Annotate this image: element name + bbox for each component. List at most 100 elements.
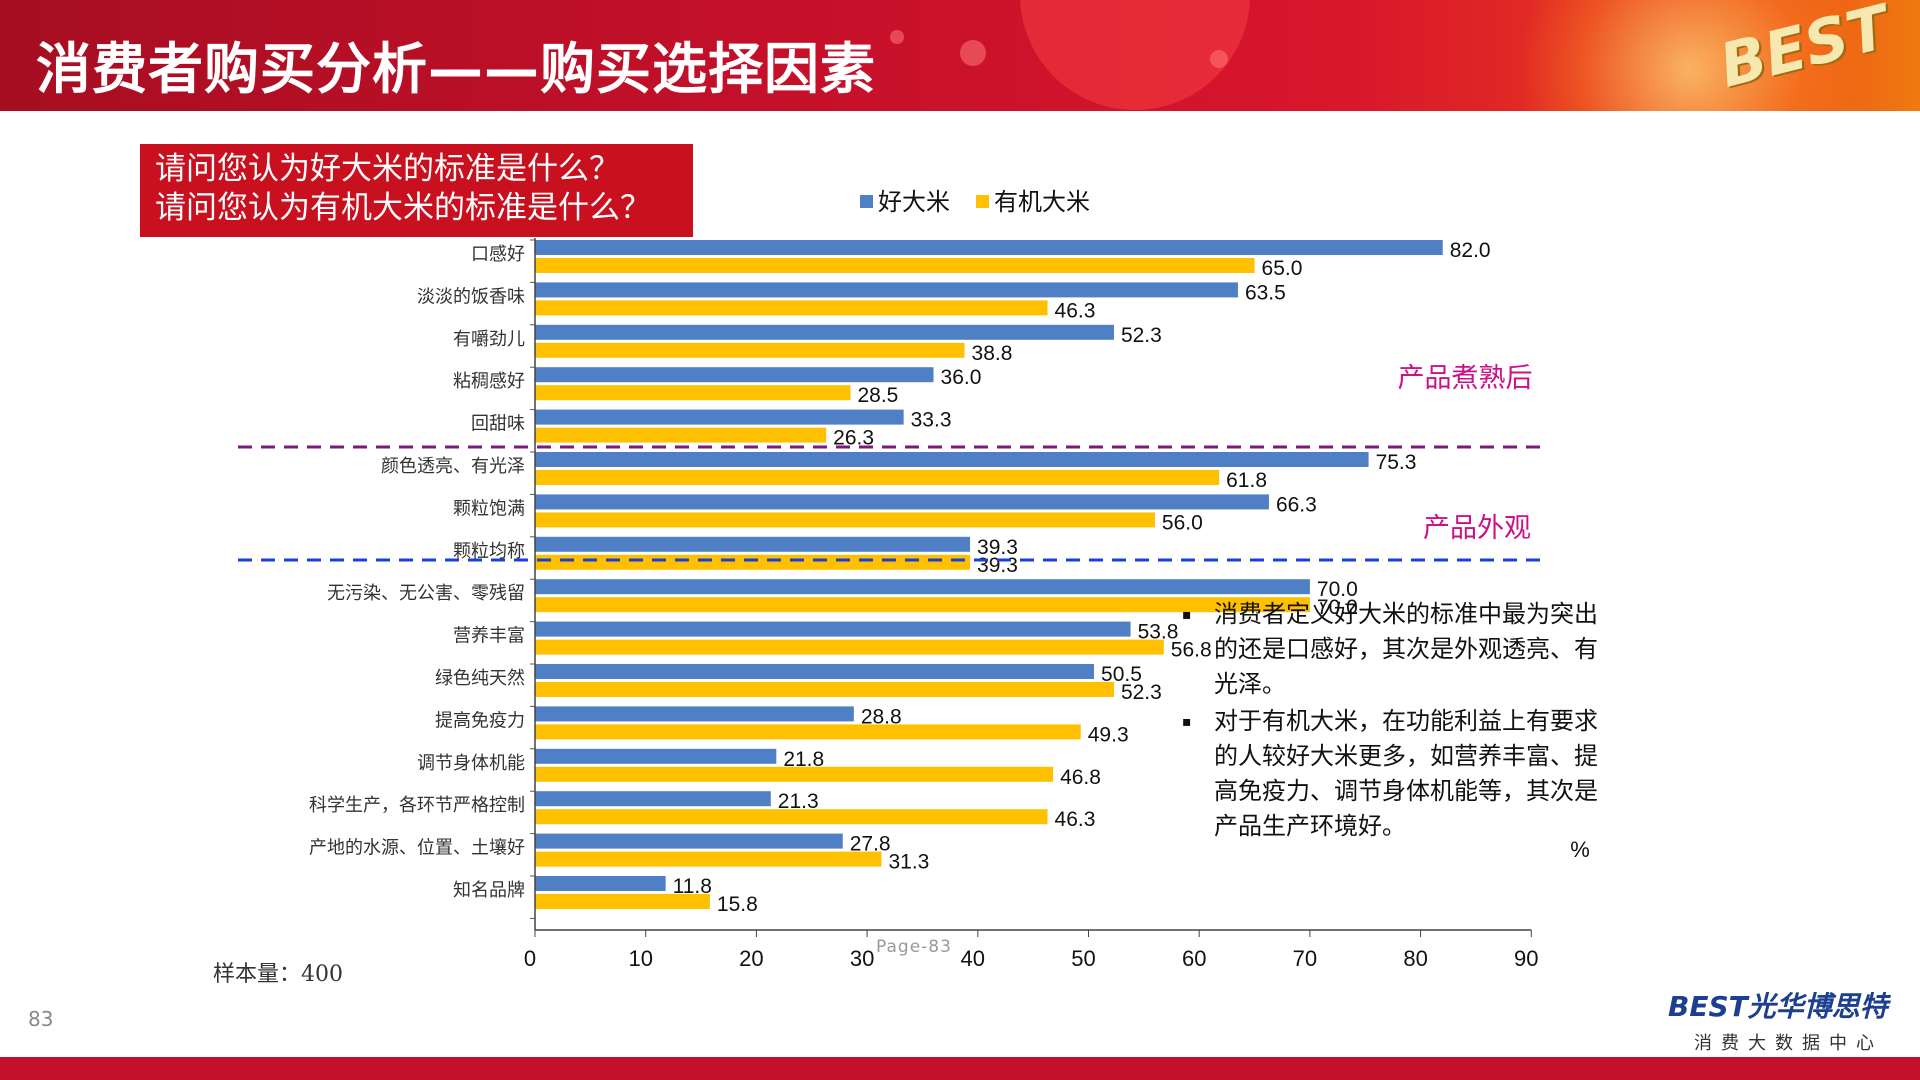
data-label: 36.0 <box>941 366 982 389</box>
data-label: 66.3 <box>1276 493 1317 516</box>
category-label: 淡淡的饭香味 <box>417 286 525 307</box>
data-label: 21.3 <box>778 790 819 813</box>
data-label: 27.8 <box>850 833 891 856</box>
bar-good-rice <box>535 791 771 807</box>
category-label: 口感好 <box>471 244 525 265</box>
x-tick-label: 40 <box>961 946 985 971</box>
data-label: 28.8 <box>861 705 902 728</box>
x-tick-label: 80 <box>1403 946 1427 971</box>
bar-organic-rice <box>535 258 1255 273</box>
bar-organic-rice <box>535 809 1048 825</box>
data-label: 63.5 <box>1245 281 1286 304</box>
category-label: 营养丰富 <box>453 626 525 647</box>
data-label: 28.5 <box>857 384 898 407</box>
question-line-2: 请问您认为有机大米的标准是什么？ <box>155 190 651 226</box>
bar-good-rice <box>535 240 1443 255</box>
data-label: 26.3 <box>833 427 874 450</box>
category-label: 提高免疫力 <box>435 710 525 731</box>
data-label: 50.5 <box>1101 663 1142 686</box>
data-label: 52.3 <box>1121 324 1162 347</box>
bullet-item: ▪ 对于有机大米，在功能利益上有要求的人较好大米更多，如营养丰富、提高免疫力、调… <box>1182 704 1602 844</box>
x-tick-label: 70 <box>1293 946 1317 971</box>
data-label: 82.0 <box>1450 239 1491 262</box>
bar-good-rice <box>535 494 1269 510</box>
data-label: 33.3 <box>911 409 952 432</box>
legend-label: 有机大米 <box>994 188 1090 216</box>
bar-good-rice <box>535 833 843 849</box>
page-title: 消费者购买分析——购买选择因素 <box>36 37 877 101</box>
data-label: 31.3 <box>888 851 929 874</box>
bullet-text: 对于有机大米，在功能利益上有要求的人较好大米更多，如营养丰富、提高免疫力、调节身… <box>1214 707 1598 840</box>
data-label: 21.8 <box>783 748 824 771</box>
data-label: 70.0 <box>1317 578 1358 601</box>
data-label: 15.8 <box>717 893 758 916</box>
x-tick-label: 90 <box>1514 946 1538 971</box>
data-label: 38.8 <box>972 342 1013 365</box>
x-tick-label: 50 <box>1071 946 1095 971</box>
x-tick-label: 60 <box>1182 946 1206 971</box>
category-label: 颜色透亮、有光泽 <box>381 456 525 477</box>
bar-good-rice <box>535 579 1310 595</box>
bar-organic-rice <box>535 470 1220 485</box>
sample-size: 样本量：400 <box>213 962 343 987</box>
bar-good-rice <box>535 664 1095 679</box>
data-label: 56.0 <box>1162 511 1203 534</box>
bullet-text: 消费者定义好大米的标准中最为突出的还是口感好，其次是外观透亮、有光泽。 <box>1214 600 1598 698</box>
bullet-item: ▪ 消费者定义好大米的标准中最为突出的还是口感好，其次是外观透亮、有光泽。 <box>1182 597 1602 702</box>
x-tick-label: 0 <box>524 946 536 971</box>
category-label: 无污染、无公害、零残留 <box>327 583 525 604</box>
bar-good-rice <box>535 282 1238 298</box>
header-glow-right <box>1480 0 1900 111</box>
brand-name: BEST光华博思特 <box>1668 990 1888 1023</box>
header-banner: 消费者购买分析——购买选择因素 BEST <box>0 0 1920 111</box>
bar-organic-rice <box>535 851 882 867</box>
legend-swatch <box>976 195 989 208</box>
data-label: 53.8 <box>1138 621 1179 644</box>
bar-good-rice <box>535 409 904 425</box>
x-tick-label: 30 <box>850 946 874 971</box>
x-tick-label: 10 <box>628 946 652 971</box>
data-label: 39.3 <box>977 536 1018 559</box>
bar-organic-rice <box>535 766 1054 782</box>
footer-bar <box>0 1057 1920 1080</box>
category-label: 科学生产，各环节严格控制 <box>309 795 525 816</box>
category-label: 调节身体机能 <box>417 753 525 774</box>
page-number: 83 <box>28 1007 54 1031</box>
data-label: 70.0 <box>1317 596 1358 619</box>
data-label: 46.8 <box>1060 766 1101 789</box>
category-label: 颗粒饱满 <box>453 498 525 519</box>
question-line-1: 请问您认为好大米的标准是什么？ <box>155 151 620 187</box>
bar-organic-rice <box>535 300 1048 316</box>
bar-organic-rice <box>535 639 1164 655</box>
data-label: 49.3 <box>1088 723 1129 746</box>
bar-organic-rice <box>535 554 971 570</box>
category-label: 知名品牌 <box>453 880 525 901</box>
unit-label: % <box>1570 837 1590 862</box>
bar-organic-rice <box>535 512 1155 528</box>
bar-organic-rice <box>535 682 1114 697</box>
bar-good-rice <box>535 876 666 891</box>
bar-good-rice <box>535 536 971 552</box>
brand-logo: BEST光华博思特 消费大数据中心 <box>1668 985 1908 1055</box>
data-label: 75.3 <box>1376 451 1417 474</box>
page-watermark: Page-83 <box>876 937 952 957</box>
data-label: 46.3 <box>1055 299 1096 322</box>
bar-good-rice <box>535 324 1114 340</box>
bar-good-rice <box>535 452 1369 467</box>
bar-organic-rice <box>535 724 1081 740</box>
header-bubble <box>960 40 986 66</box>
legend-swatch <box>860 195 873 208</box>
bar-organic-rice <box>535 342 965 358</box>
category-label: 回甜味 <box>471 414 525 435</box>
chart-axis: 口感好淡淡的饭香味有嚼劲儿粘稠感好回甜味颜色透亮、有光泽颗粒饱满颗粒均称无污染、… <box>309 238 1590 971</box>
chart-bars: 82.0 65.063.5 46.3 52.3 38.836.0 28.5 33.3 26.3… <box>535 239 1491 916</box>
category-label: 绿色纯天然 <box>435 668 525 689</box>
bullet-marker: ▪ <box>1182 714 1192 730</box>
bar-organic-rice <box>535 385 851 401</box>
data-label: 61.8 <box>1226 469 1267 492</box>
chart-legend: 好大米 有机大米 <box>860 188 1090 216</box>
x-tick-label: 20 <box>739 946 763 971</box>
data-label: 65.0 <box>1262 257 1303 280</box>
bullet-marker: ▪ <box>1182 607 1192 623</box>
